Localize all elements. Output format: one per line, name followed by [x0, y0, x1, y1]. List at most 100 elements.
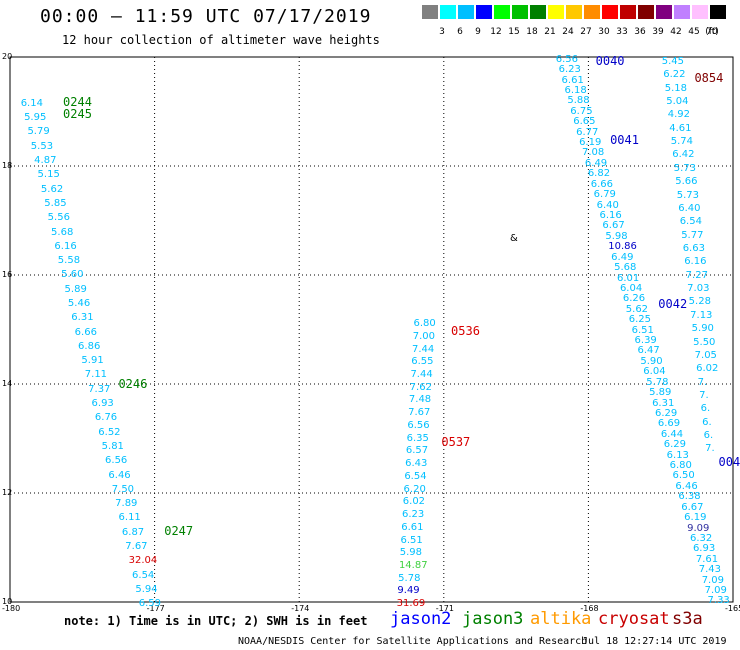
swh-value-label: 6.19: [579, 137, 602, 149]
pass-id-label: 0245: [63, 107, 92, 122]
swh-value-label: 32.04: [128, 555, 158, 567]
legend-swatch: [584, 5, 600, 19]
swh-value-label: 6.44: [660, 428, 684, 440]
legend-bin-label: 12: [490, 27, 502, 37]
swh-value-label: 7.11: [84, 369, 108, 381]
swh-value-label: 7.44: [410, 368, 433, 380]
swh-value-label: 6.14: [20, 97, 43, 109]
swh-value-label: 5.60: [61, 269, 84, 281]
swh-value-label: 6.01: [617, 272, 640, 284]
pass-id-label: 0247: [164, 524, 194, 539]
swh-value-label: 6.76: [94, 412, 118, 424]
legend-swatch: [494, 5, 510, 19]
swh-value-label: 7.00: [412, 330, 436, 342]
swh-value-label: 5.28: [688, 296, 711, 308]
swh-value-label: 6.87: [121, 526, 145, 538]
swh-value-label: 7.48: [408, 394, 432, 406]
legend-bin-label: 39: [652, 27, 664, 37]
swh-value-label: 5.62: [625, 303, 649, 315]
legend-swatch: [440, 5, 456, 19]
pass-id-label: 0854: [694, 71, 724, 86]
swh-value-label: 7.67: [125, 541, 148, 552]
map-subtitle: 12 hour collection of altimeter wave hei…: [62, 33, 380, 47]
swh-value-label: 6.16: [599, 209, 622, 221]
swh-value-label: 6.65: [573, 116, 596, 128]
swh-value-label: 6.77: [576, 126, 599, 138]
legend-bin-label: 24: [562, 27, 574, 37]
swh-value-label: 5.73: [673, 162, 696, 174]
swh-value-label: 5.68: [51, 226, 74, 238]
swh-value-label: 6.56: [105, 455, 128, 467]
swh-value-label: 5.77: [681, 229, 704, 241]
satellite-jason3: jason3: [462, 609, 524, 629]
pass-id-label: 0040: [595, 53, 625, 68]
swh-value-label: 6.80: [413, 318, 436, 330]
swh-value-label: 6.11: [118, 512, 141, 524]
swh-value-label: 5.04: [666, 95, 689, 107]
swh-value-label: 6.57: [405, 445, 429, 457]
swh-value-label: 6.67: [602, 220, 625, 232]
legend-swatch: [566, 5, 582, 19]
swh-value-label: 7.62: [409, 381, 432, 393]
legend-bin-label: 6: [457, 27, 463, 37]
swh-value-label: 14.87: [398, 559, 428, 571]
swh-value-label: 6.61: [561, 74, 584, 86]
swh-value-label: 7.50: [111, 483, 135, 495]
swh-value-label: 6.: [700, 403, 711, 415]
swh-value-label: 5.90: [691, 323, 714, 335]
swh-value-label: 5.81: [101, 440, 124, 452]
swh-value-label: 31.69: [396, 598, 426, 610]
swh-value-label: 4.87: [34, 155, 57, 167]
swh-value-label: 5.89: [64, 283, 87, 295]
swh-value-label: 7.05: [694, 349, 717, 361]
swh-value-label: 6.86: [78, 340, 101, 352]
swh-value-label: 6.47: [637, 345, 660, 357]
swh-value-label: 6.54: [404, 470, 427, 482]
swh-value-label: 6.51: [631, 324, 654, 336]
legend-swatch: [656, 5, 672, 19]
swh-value-label: 5.95: [24, 112, 47, 124]
swh-value-label: 6.13: [666, 449, 689, 461]
legend-swatch: [710, 5, 726, 19]
swh-value-label: 6.02: [402, 496, 426, 508]
swh-value-label: 6.49: [584, 157, 608, 169]
swh-value-label: 6.16: [54, 240, 77, 252]
swh-value-label: 5.79: [27, 126, 50, 138]
swh-value-label: 5.85: [44, 197, 67, 209]
swh-value-label: 7.37: [88, 383, 111, 395]
swh-value-label: 7.43: [698, 564, 722, 576]
legend-bin-label: 33: [616, 27, 628, 37]
swh-value-label: 6.32: [690, 532, 713, 544]
swh-value-label: 6.25: [628, 314, 651, 326]
legend-bin-label: 36: [634, 27, 646, 37]
swh-value-label: 7.89: [115, 498, 138, 510]
legend-swatch: [638, 5, 654, 19]
swh-value-label: 5.88: [567, 95, 590, 107]
swh-value-label: 6.54: [679, 216, 702, 228]
swh-value-label: 7.27: [685, 269, 708, 281]
swh-value-label: 6.: [702, 416, 712, 428]
swh-value-label: 6.75: [570, 105, 593, 117]
swh-value-label: 6.61: [401, 521, 424, 533]
swh-value-label: 6.66: [74, 326, 97, 338]
swh-value-label: 6.04: [643, 366, 666, 378]
swh-value-label: 9.09: [687, 522, 710, 534]
latitude-tick-label: 10: [2, 597, 13, 606]
legend-swatch: [548, 5, 564, 19]
legend-bin-label: 9: [475, 27, 481, 37]
plot-frame: [9, 56, 734, 603]
swh-value-label: 6.19: [684, 512, 707, 524]
swh-value-label: 5.45: [661, 55, 685, 67]
swh-value-label: 5.91: [81, 355, 104, 367]
footer-note: note: 1) Time is in UTC; 2) SWH is in fe…: [64, 614, 368, 628]
swh-value-label: 6.04: [619, 282, 643, 294]
legend-swatch: [512, 5, 528, 19]
swh-value-label: 5.50: [693, 336, 716, 348]
swh-value-label: 6.: [703, 430, 714, 442]
swh-value-label: 7.33: [707, 595, 730, 607]
pass-id-label: 0244: [63, 95, 92, 110]
generated-timestamp: Jul 18 12:27:14 UTC 2019: [582, 636, 727, 647]
swh-value-label: 5.74: [670, 136, 693, 148]
swh-value-label: 5.94: [135, 583, 158, 595]
